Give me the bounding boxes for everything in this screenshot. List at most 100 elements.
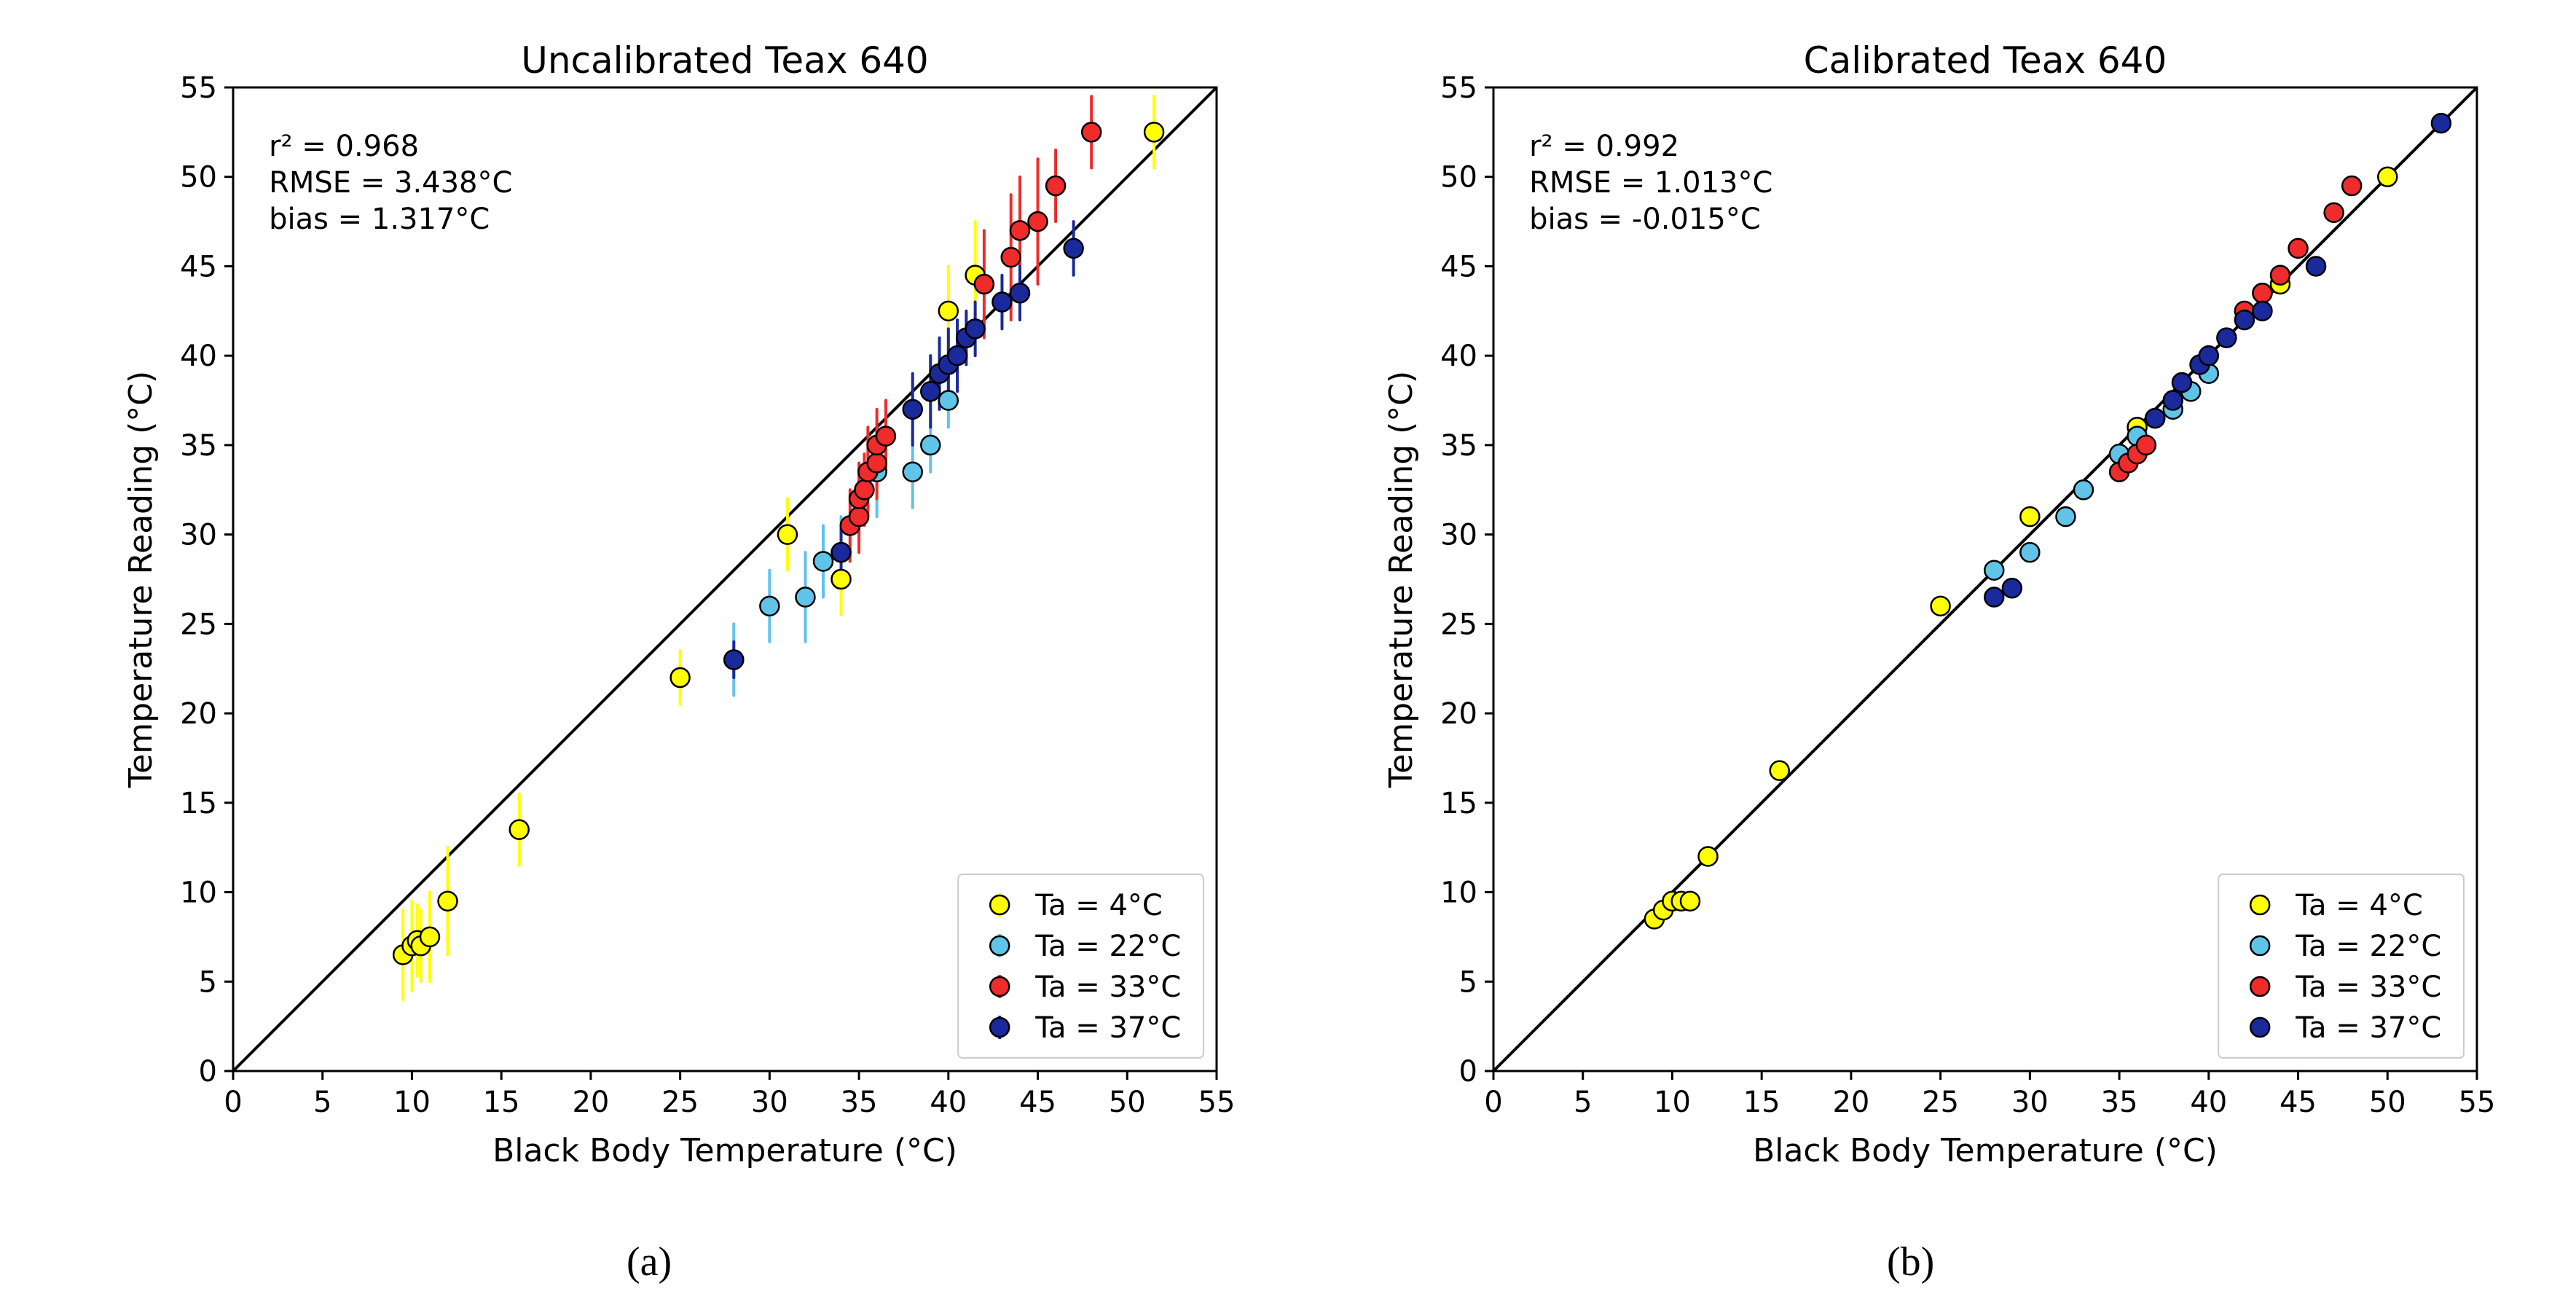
y-tick-label: 55 (180, 71, 217, 105)
data-point (2235, 310, 2254, 329)
data-point (939, 391, 958, 410)
data-point (2217, 329, 2236, 348)
data-point (1681, 892, 1700, 911)
legend-marker (990, 936, 1009, 955)
legend-marker (990, 1018, 1009, 1037)
data-point (1046, 176, 1065, 195)
x-tick-label: 20 (572, 1086, 609, 1119)
data-point (724, 650, 743, 669)
data-point (2253, 302, 2271, 321)
data-point (1010, 221, 1029, 240)
x-tick-label: 25 (1922, 1086, 1959, 1119)
data-point (2164, 391, 2183, 410)
data-point (760, 597, 779, 616)
y-tick-label: 25 (1440, 608, 1477, 641)
data-point (832, 543, 851, 562)
data-point (2342, 176, 2361, 195)
y-tick-label: 5 (199, 965, 217, 999)
x-axis-label: Black Body Temperature (°C) (492, 1132, 957, 1169)
data-point (966, 319, 985, 338)
x-tick-label: 30 (751, 1086, 788, 1119)
data-point (832, 570, 851, 589)
y-tick-label: 40 (1440, 340, 1477, 373)
y-tick-label: 45 (1440, 250, 1477, 283)
stats-annotation: RMSE = 1.013°C (1529, 166, 1772, 200)
legend-marker (2250, 936, 2269, 955)
y-tick-label: 30 (1440, 519, 1477, 552)
data-point (975, 275, 994, 294)
stats-annotation: RMSE = 3.438°C (269, 166, 512, 200)
y-tick-label: 10 (180, 876, 217, 910)
stats-annotation: r² = 0.968 (269, 130, 419, 163)
x-tick-label: 15 (483, 1086, 520, 1119)
x-tick-label: 20 (1832, 1086, 1869, 1119)
data-point (1010, 283, 1029, 302)
y-tick-label: 15 (180, 787, 217, 820)
figure-root: 0 5 10 15 20 25 30 35 40 45 50 55 0 5 10 15 20 25 30 35 40 45… (0, 0, 2576, 1310)
data-point (439, 892, 458, 911)
x-tick-label: 35 (2101, 1086, 2138, 1119)
y-tick-label: 0 (199, 1055, 217, 1089)
x-tick-label: 55 (1198, 1086, 1236, 1119)
x-axis-label: Black Body Temperature (°C) (1753, 1132, 2218, 1169)
y-axis-label: Temperature Reading (°C) (1383, 371, 1420, 788)
data-point (903, 463, 922, 482)
x-tick-label: 35 (841, 1086, 878, 1119)
data-point (921, 436, 940, 455)
data-point (2074, 480, 2093, 499)
data-point (1082, 122, 1101, 141)
data-point (1144, 122, 1163, 141)
stats-annotation: r² = 0.992 (1529, 130, 1679, 163)
data-point (2172, 373, 2191, 392)
x-tick-label: 50 (1109, 1086, 1146, 1119)
chart-title: Calibrated Teax 640 (1804, 39, 2167, 82)
data-point (2020, 507, 2039, 526)
legend-marker (2250, 1018, 2269, 1037)
legend-marker (990, 895, 1009, 914)
legend-label: Ta = 4°C (1034, 889, 1163, 922)
data-point (921, 382, 940, 401)
x-tick-label: 45 (1019, 1086, 1056, 1119)
data-point (849, 507, 868, 526)
legend-marker (990, 977, 1009, 996)
y-tick-label: 10 (1440, 876, 1477, 910)
stats-annotation: bias = -0.015°C (1529, 203, 1761, 236)
x-tick-label: 50 (2369, 1086, 2406, 1119)
x-tick-label: 30 (2011, 1086, 2049, 1119)
x-tick-label: 25 (661, 1086, 699, 1119)
x-tick-label: 10 (393, 1086, 431, 1119)
panel-sublabel: (b) (1887, 1239, 1934, 1285)
data-point (510, 820, 529, 839)
y-tick-label: 35 (180, 429, 217, 463)
data-point (2378, 168, 2397, 187)
legend-marker (2250, 895, 2269, 914)
y-tick-label: 15 (1440, 787, 1477, 820)
data-point (420, 927, 439, 946)
data-point (2325, 203, 2344, 222)
y-tick-label: 45 (180, 250, 217, 283)
data-point (2020, 543, 2039, 562)
legend-label: Ta = 33°C (2295, 970, 2441, 1004)
data-point (778, 525, 797, 544)
y-tick-label: 55 (1440, 71, 1477, 105)
data-point (2145, 409, 2164, 428)
data-point (1029, 212, 1048, 231)
y-tick-label: 0 (1459, 1055, 1477, 1089)
x-tick-label: 40 (2190, 1086, 2227, 1119)
y-axis-label: Temperature Reading (°C) (122, 371, 160, 788)
data-point (1984, 588, 2003, 607)
chart-title: Uncalibrated Teax 640 (521, 39, 929, 82)
x-tick-label: 5 (313, 1086, 331, 1119)
data-point (2306, 256, 2325, 275)
data-point (1064, 239, 1083, 258)
x-tick-label: 10 (1654, 1086, 1691, 1119)
data-point (868, 453, 887, 472)
legend-marker (2250, 977, 2269, 996)
data-point (814, 552, 833, 570)
data-point (939, 302, 958, 321)
y-tick-label: 50 (1440, 161, 1477, 195)
chart-panel-a: 0510152025303540455055051015202530354045… (66, 15, 1268, 1217)
legend: Ta = 4°CTa = 22°CTa = 33°CTa = 37°C (2218, 874, 2464, 1058)
chart-panel-b: 0510152025303540455055051015202530354045… (1326, 15, 2528, 1217)
data-point (2137, 436, 2156, 455)
